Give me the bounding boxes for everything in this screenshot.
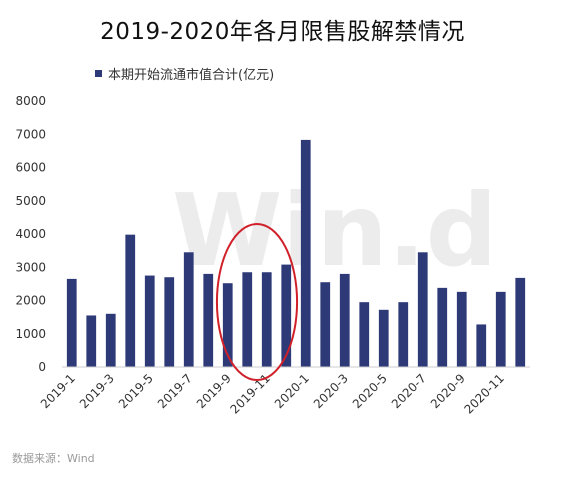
bar (281, 264, 292, 367)
bar (437, 287, 448, 367)
bars (66, 139, 526, 367)
watermark: Win.d (172, 172, 497, 289)
bar (495, 291, 506, 367)
x-tick-label: 2020-11 (462, 371, 507, 416)
x-tick-label: 2019-3 (77, 371, 117, 411)
bar (242, 272, 253, 367)
bar (378, 309, 389, 367)
bar (105, 313, 116, 367)
legend: 本期开始流通市值合计(亿元) (95, 64, 274, 83)
y-tick-label: 7000 (15, 127, 46, 141)
y-tick-label: 3000 (15, 260, 46, 274)
bar (203, 273, 214, 367)
bar (125, 234, 136, 367)
y-tick-label: 4000 (15, 227, 46, 241)
x-tick-label: 2019-5 (116, 371, 156, 411)
bar (515, 277, 526, 367)
x-tick-label: 2020-5 (350, 371, 390, 411)
x-tick-label: 2020-3 (311, 371, 351, 411)
bar (359, 302, 370, 367)
legend-swatch (95, 70, 102, 77)
bar (222, 283, 233, 367)
x-tick-label: 2020-7 (389, 371, 429, 411)
bar (476, 324, 487, 367)
y-tick-label: 2000 (15, 294, 46, 308)
bar (339, 273, 350, 367)
bar (320, 282, 331, 367)
highlight-ellipse (215, 223, 299, 381)
y-tick-label: 8000 (15, 94, 46, 108)
bar (183, 252, 194, 367)
x-tick-label: 2019-1 (38, 371, 78, 411)
bar (398, 302, 409, 367)
y-tick-label: 6000 (15, 161, 46, 175)
legend-label: 本期开始流通市值合计(亿元) (108, 68, 275, 83)
bar (417, 252, 428, 367)
bar (300, 139, 311, 367)
bar (144, 275, 155, 367)
chart-title: 2019-2020年各月限售股解禁情况 (100, 19, 465, 45)
bar (66, 278, 77, 367)
x-tick-label: 2019-7 (155, 371, 195, 411)
bar (261, 272, 272, 367)
bar (86, 315, 97, 367)
bar (164, 277, 175, 367)
bar (456, 291, 467, 367)
y-tick-label: 0 (38, 360, 46, 374)
y-tick-label: 5000 (15, 194, 46, 208)
y-axis-ticks: 0 1000 2000 3000 4000 5000 6000 7000 8000 (15, 94, 46, 374)
source-note: 数据来源：Wind (12, 452, 95, 465)
y-tick-label: 1000 (15, 327, 46, 341)
x-tick-label: 2020-1 (272, 371, 312, 411)
